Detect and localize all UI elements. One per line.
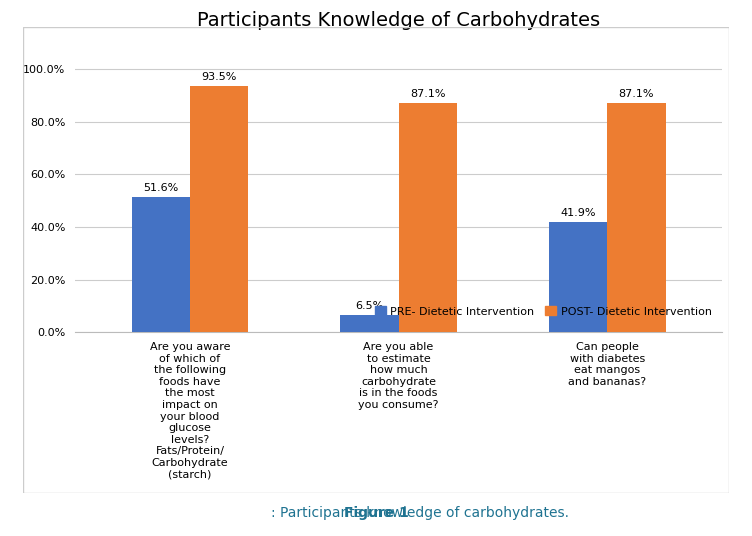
- Title: Participants Knowledge of Carbohydrates: Participants Knowledge of Carbohydrates: [197, 11, 600, 30]
- Text: 87.1%: 87.1%: [619, 89, 654, 99]
- Text: 6.5%: 6.5%: [355, 301, 384, 311]
- Bar: [607, 103, 666, 332]
- Text: 93.5%: 93.5%: [202, 72, 237, 83]
- Text: Figure 1: Figure 1: [344, 506, 408, 520]
- Text: 51.6%: 51.6%: [143, 183, 178, 192]
- Text: 41.9%: 41.9%: [560, 208, 596, 218]
- Legend: PRE- Dietetic Intervention, POST- Dietetic Intervention: PRE- Dietetic Intervention, POST- Dietet…: [370, 302, 717, 321]
- Text: 87.1%: 87.1%: [410, 89, 445, 99]
- Text: : Participants knowledge of carbohydrates.: : Participants knowledge of carbohydrate…: [271, 506, 569, 520]
- Bar: [340, 315, 399, 332]
- Bar: [190, 86, 248, 332]
- Bar: [549, 222, 607, 332]
- Bar: [399, 103, 457, 332]
- Bar: [132, 197, 190, 332]
